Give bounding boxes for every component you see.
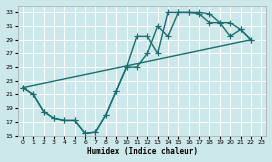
X-axis label: Humidex (Indice chaleur): Humidex (Indice chaleur)	[86, 147, 197, 156]
